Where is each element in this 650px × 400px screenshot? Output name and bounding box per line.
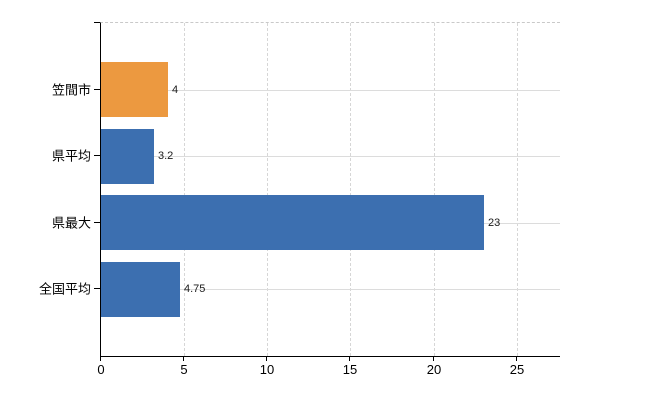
x-axis-tick — [100, 356, 101, 361]
y-axis-tick — [94, 89, 100, 90]
bar-県最大 — [101, 195, 484, 250]
x-axis-tick-label: 10 — [259, 362, 275, 377]
y-axis-tick — [94, 155, 100, 156]
horizontal-gridline — [101, 156, 560, 157]
x-axis-tick-label: 15 — [342, 362, 358, 377]
x-axis-tick — [516, 356, 517, 361]
bar-県平均 — [101, 129, 154, 184]
x-axis-tick-label: 20 — [426, 362, 442, 377]
bar-value-label: 23 — [488, 217, 501, 229]
vertical-gridline — [433, 23, 435, 356]
y-axis-top-tick — [94, 22, 100, 23]
x-axis-tick — [433, 356, 434, 361]
x-axis-tick-label: 25 — [509, 362, 525, 377]
category-label-県平均: 県平均 — [51, 148, 91, 164]
bar-value-label: 4 — [172, 84, 179, 96]
category-label-笠間市: 笠間市 — [51, 82, 91, 98]
x-axis-tick-label: 0 — [97, 362, 105, 377]
plot-area: 4 3.2 23 4.75 — [100, 22, 560, 357]
vertical-gridline — [516, 23, 518, 356]
bar-笠間市 — [101, 62, 168, 117]
bar-全国平均 — [101, 262, 180, 317]
vertical-gridline — [350, 23, 352, 356]
x-axis-tick — [349, 356, 350, 361]
vertical-gridline — [267, 23, 269, 356]
horizontal-gridline — [101, 289, 560, 290]
y-axis-tick — [94, 288, 100, 289]
x-axis-tick-label: 5 — [180, 362, 188, 377]
x-axis-tick — [183, 356, 184, 361]
y-axis-tick — [94, 222, 100, 223]
category-label-県最大: 県最大 — [51, 215, 91, 231]
category-label-全国平均: 全国平均 — [38, 281, 91, 297]
bar-value-label: 4.75 — [184, 283, 206, 295]
x-axis-tick — [266, 356, 267, 361]
bar-value-label: 3.2 — [158, 150, 174, 162]
horizontal-gridline — [101, 90, 560, 91]
vertical-gridline — [184, 23, 186, 356]
